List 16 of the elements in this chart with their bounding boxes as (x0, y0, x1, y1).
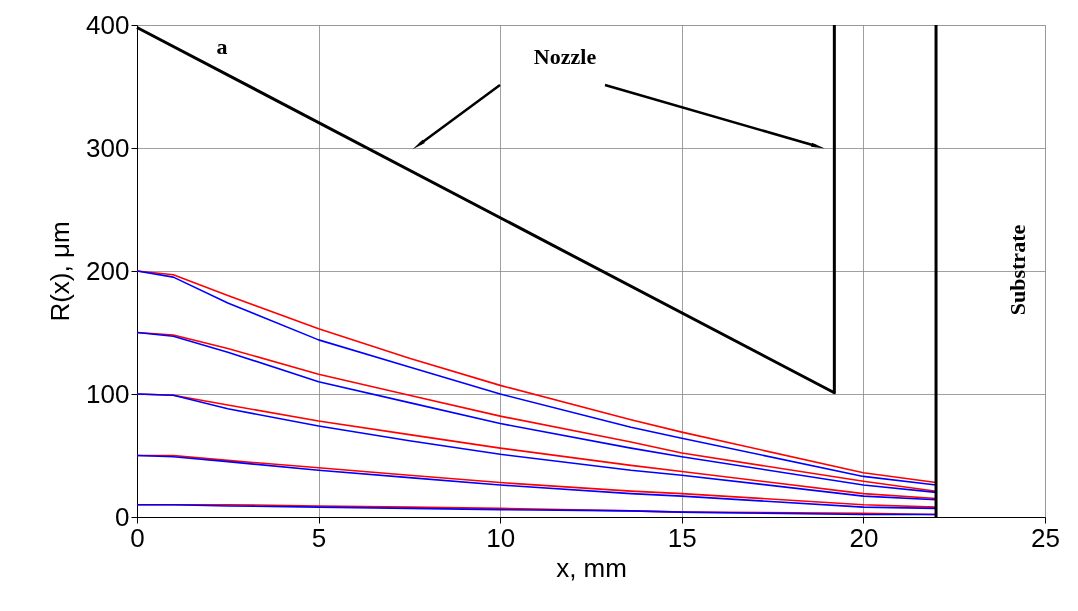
y-tick-label: 200 (86, 255, 130, 286)
y-tick-label: 300 (86, 132, 130, 163)
y-tick-label: 100 (86, 378, 130, 409)
x-tick-label: 20 (849, 522, 879, 553)
x-tick-label: 15 (667, 522, 697, 553)
x-tick-label: 5 (311, 522, 327, 553)
x-tick-label: 25 (1031, 522, 1060, 553)
line-series (136, 503, 937, 516)
annotation: Substrate (1005, 224, 1030, 316)
y-axis-title: R(x), μm (45, 221, 76, 322)
annotation: Nozzle (533, 44, 597, 69)
y-tick-label: 400 (86, 9, 130, 40)
x-tick-label: 10 (486, 522, 516, 553)
y-tick-label: 0 (115, 501, 130, 532)
annotation: a (216, 34, 228, 59)
x-axis-title: x, mm (556, 552, 627, 583)
